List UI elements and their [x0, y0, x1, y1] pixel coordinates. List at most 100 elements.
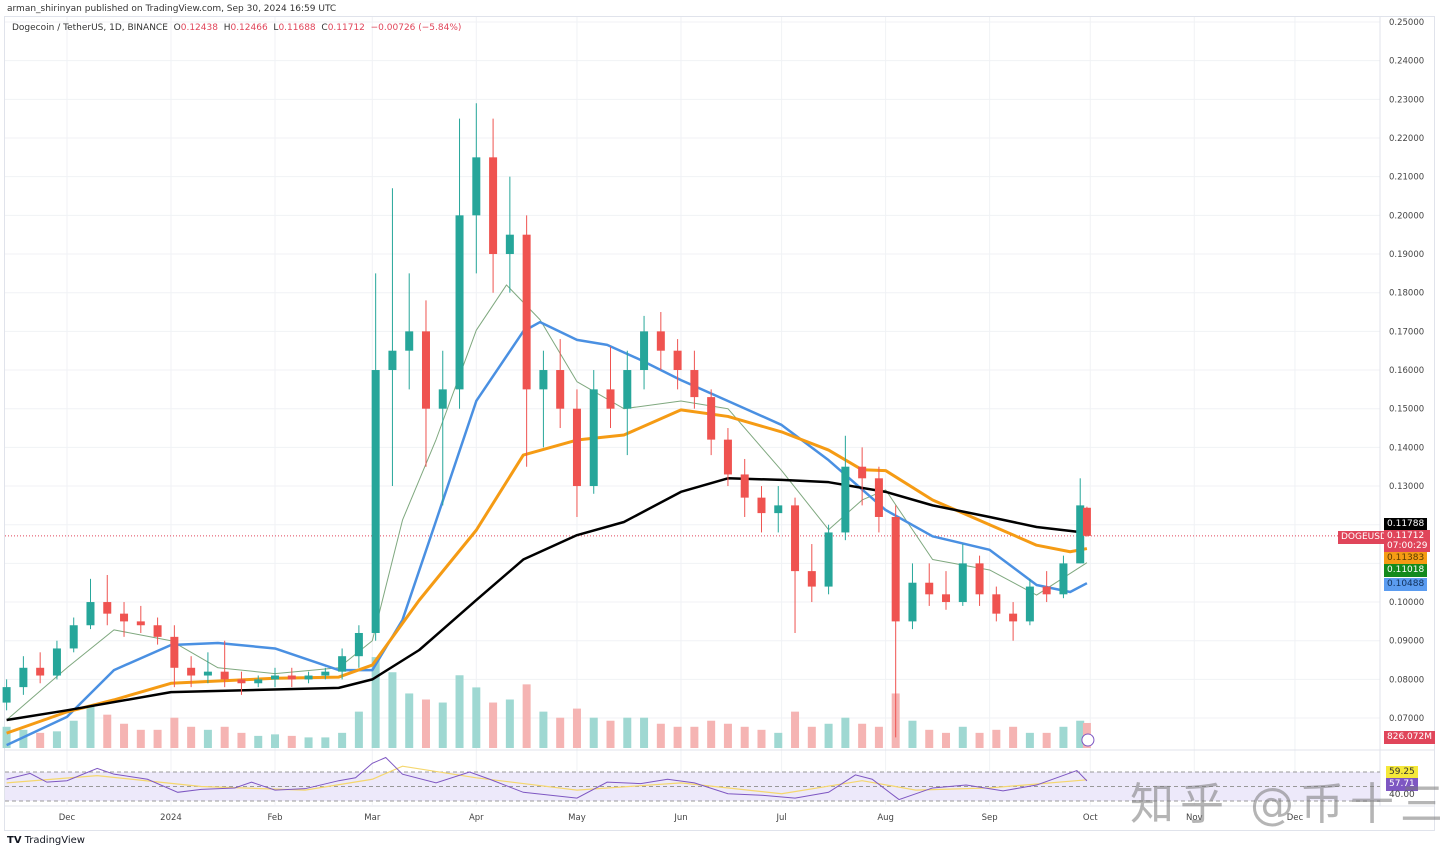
candle-body	[405, 331, 414, 351]
volume-bar	[791, 711, 800, 748]
ma100-price-label: 0.11383	[1384, 552, 1428, 565]
volume-bar	[136, 729, 145, 748]
volume-bar	[405, 693, 414, 748]
tradingview-logo[interactable]: TV TradingView	[7, 835, 85, 846]
volume-bar	[606, 720, 615, 748]
volume-bar	[1042, 732, 1051, 748]
x-tick-label: Dec	[59, 813, 76, 823]
volume-bar	[673, 726, 682, 748]
candle-body	[723, 439, 732, 475]
volume-bar	[287, 735, 296, 748]
candle-body	[120, 613, 129, 622]
candle-body	[338, 656, 347, 672]
candle-body	[287, 675, 296, 680]
candle-body	[606, 389, 615, 409]
candle-body	[589, 389, 598, 487]
volume-bar	[237, 732, 246, 748]
volume-bar	[572, 708, 581, 748]
volume-bar	[623, 717, 632, 748]
candle-body	[254, 679, 263, 684]
volume-bar	[522, 684, 531, 748]
ma200-line	[6, 477, 1088, 722]
volume-bar	[556, 717, 565, 748]
candle-body	[556, 370, 565, 409]
y-tick-label: 0.25000	[1389, 18, 1424, 28]
volume-bar	[774, 732, 783, 748]
rsi-ma-line	[6, 765, 1087, 795]
candle-body	[757, 497, 766, 514]
ma50-line	[6, 320, 1088, 747]
volume-bar	[1025, 732, 1034, 748]
candle-body	[707, 397, 716, 440]
candle-body	[975, 563, 984, 595]
chart-frame	[4, 16, 1435, 831]
x-tick-label: Dec	[1287, 813, 1304, 823]
volume-bar	[723, 723, 732, 748]
y-tick-label: 0.18000	[1389, 289, 1424, 299]
open-label: O	[173, 23, 181, 33]
volume-bar	[589, 717, 598, 748]
candle-body	[52, 648, 61, 676]
candle-body	[942, 594, 951, 603]
candle-body	[1076, 505, 1085, 564]
y-tick-label: 0.16000	[1389, 366, 1424, 376]
x-tick-label: May	[568, 813, 586, 823]
volume-bar	[874, 726, 883, 748]
candle-body	[623, 370, 632, 409]
open-value: 0.12438	[180, 23, 218, 33]
candle-body	[220, 671, 229, 680]
x-tick-label: Nov	[1186, 813, 1203, 823]
volume-bar	[455, 675, 464, 748]
volume-bar	[908, 720, 917, 748]
volume-bar	[2, 726, 11, 748]
candle-body	[505, 234, 514, 255]
candle-body	[539, 370, 548, 390]
volume-bar	[690, 726, 699, 748]
volume-bar	[321, 737, 330, 748]
candle-body	[203, 671, 212, 676]
candle-body	[774, 505, 783, 514]
candle-body	[874, 478, 883, 517]
x-tick-label: Jun	[673, 813, 687, 823]
volume-bar	[757, 729, 766, 748]
candle-body	[1059, 563, 1068, 595]
candle-body	[791, 505, 800, 572]
high-label: H	[223, 23, 231, 33]
volume-bar	[942, 732, 951, 748]
volume-bar	[254, 735, 263, 748]
candle-body	[1042, 586, 1051, 595]
brand-name: TradingView	[24, 835, 85, 846]
ma20-line	[6, 284, 1088, 721]
high-value: 0.12466	[230, 23, 268, 33]
y-tick-label: 0.20000	[1389, 211, 1424, 221]
candle-body	[472, 157, 481, 216]
volume-label: 826.072M	[1384, 731, 1435, 744]
volume-bar	[992, 729, 1001, 748]
x-tick-label: Mar	[364, 813, 381, 823]
volume-bar	[421, 699, 430, 748]
candle-body	[421, 331, 430, 409]
candle-body	[304, 675, 313, 680]
volume-bar	[1059, 726, 1068, 748]
candle-body	[19, 667, 28, 688]
x-tick-label: Jul	[775, 813, 786, 823]
y-tick-label: 0.14000	[1389, 443, 1424, 453]
volume-bar	[858, 723, 867, 748]
candle-body	[807, 571, 816, 587]
watermark: 知乎 @币十三	[1130, 779, 1440, 830]
x-tick-label: Feb	[267, 813, 282, 823]
ticker-label: DOGEUSDT	[1338, 531, 1396, 544]
candle-body	[321, 671, 330, 676]
volume-bar	[958, 726, 967, 748]
ma100-line	[6, 408, 1088, 735]
x-tick-label: 2024	[160, 813, 182, 823]
volume-bar	[187, 726, 196, 748]
volume-bar	[371, 657, 380, 748]
volume-bar	[103, 714, 112, 748]
x-tick-label: Oct	[1083, 813, 1098, 823]
candle-body	[86, 602, 95, 626]
volume-bar	[1009, 726, 1018, 748]
y-tick-label: 0.21000	[1389, 173, 1424, 183]
volume-bar	[86, 705, 95, 748]
